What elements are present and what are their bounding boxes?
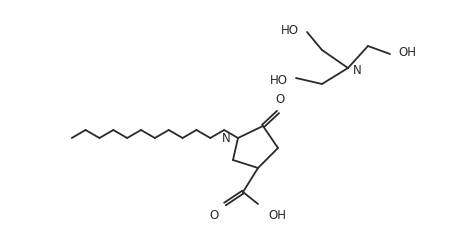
Text: HO: HO [281,24,299,36]
Text: O: O [275,93,285,106]
Text: O: O [210,209,219,222]
Text: OH: OH [398,46,416,59]
Text: N: N [353,63,362,77]
Text: N: N [222,132,231,144]
Text: HO: HO [270,74,288,87]
Text: OH: OH [268,209,286,222]
